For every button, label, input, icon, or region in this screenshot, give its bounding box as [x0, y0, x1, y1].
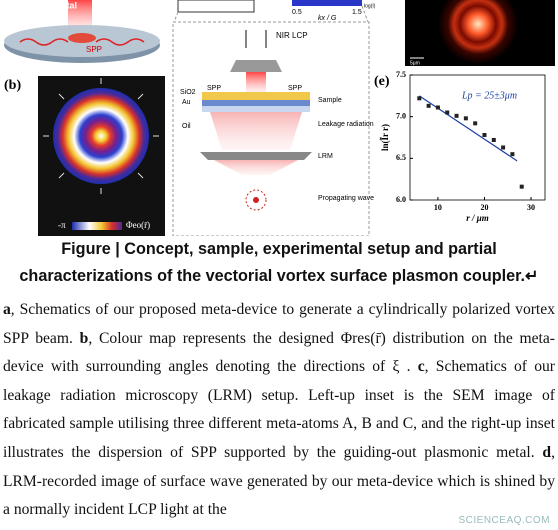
fit-line: [418, 95, 518, 162]
text-run: d: [542, 443, 552, 461]
y-tick-label: 7.5: [396, 70, 406, 79]
beam: [246, 72, 266, 92]
data-point: [445, 110, 450, 115]
x-axis-label: r / μm: [466, 213, 489, 223]
substrate: [202, 106, 310, 112]
label: Propagating wave: [318, 195, 374, 202]
label: SPP: [86, 45, 102, 54]
input-arrows: [245, 30, 267, 48]
text-run: , LRM-recorded image of surface wave gen…: [3, 443, 555, 519]
label: SPP: [207, 85, 221, 92]
text-run: , Schematics of our leakage radiation mi…: [3, 358, 555, 461]
label: NIR LCP: [276, 31, 308, 40]
data-point: [426, 103, 431, 108]
y-tick-label: 7.0: [396, 111, 406, 120]
data-point: [482, 133, 487, 137]
figure-description: a, Schematics of our proposed meta-devic…: [3, 296, 555, 530]
data-point: [454, 113, 459, 118]
text-run: b: [79, 329, 89, 347]
scale-label: 5μm: [410, 60, 420, 66]
x-tick-label: 10: [434, 203, 442, 212]
data-point: [501, 145, 506, 150]
inset-tick: 0.5: [292, 9, 302, 16]
annotation: Lp = 25±3μm: [461, 90, 517, 101]
connector: [361, 5, 369, 23]
plot-frame: [409, 74, 546, 201]
label: SiO2: [180, 89, 196, 96]
wave-center: [253, 197, 259, 203]
text-run: c: [417, 358, 425, 376]
propagating-wave: [245, 189, 267, 211]
x-tick-label: 20: [480, 203, 488, 212]
inset-scale: log(I): [364, 3, 376, 9]
colorbar-label: Φeo(r̄): [126, 220, 150, 230]
y-tick-label: 6.5: [396, 153, 406, 162]
leakage-radiation: [210, 112, 302, 150]
label: Oil: [182, 123, 191, 130]
meta-device: [68, 33, 96, 43]
colorbar: [72, 222, 122, 230]
data-point: [510, 152, 515, 157]
laser-beam: [68, 0, 92, 30]
inset-tick: 1.5: [352, 9, 362, 16]
data-point: [463, 116, 468, 121]
text-run: , Schematics of our proposed meta-device…: [3, 301, 555, 347]
text-run: , Colour map represents the designed Φre…: [3, 329, 555, 376]
data-point: [519, 184, 524, 189]
leakage-beam: [214, 160, 298, 175]
panel-e: (e) 6.0 6.5 7.0 7.5 10 20 30 r / μm ln(Ĩr r) Lp = …: [374, 70, 546, 223]
label: Sample: [318, 97, 342, 104]
text-run: a: [3, 301, 11, 318]
panel-c: 0.5 1.5 kx / G log(I) NIR LCP SiO2 Au SP…: [172, 0, 376, 236]
lrm-lens: [200, 152, 312, 160]
sem-inset: [177, 0, 255, 13]
panel-label: (b): [4, 78, 21, 93]
label: LRM: [318, 153, 333, 160]
objective: [230, 60, 282, 72]
y-tick-label: 6.0: [396, 195, 406, 204]
label: Meta-device: [92, 2, 144, 12]
panel-d: 5μm: [405, 0, 555, 66]
figure-caption: Figure | Concept, sample, experimental s…: [19, 240, 539, 285]
x-tick-label: 30: [527, 203, 535, 212]
connector: [173, 11, 179, 23]
angle-arrows: [43, 78, 159, 194]
data-point: [491, 138, 496, 142]
data-point: [473, 121, 478, 126]
label: SPP: [288, 85, 302, 92]
panel-a: Plasmonic metal Meta-device SPP: [0, 0, 165, 68]
label: Leakage radiation: [318, 121, 374, 128]
setup-frame: [172, 21, 370, 236]
inset-axis: kx / G: [318, 15, 337, 22]
label: Au: [182, 99, 191, 106]
sio2-layer: [202, 92, 310, 100]
panel-b: (b) -π Φeo(r̄): [4, 76, 165, 236]
panel-label: (e): [374, 74, 390, 89]
au-layer: [202, 100, 310, 106]
watermark: SCIENCEAQ.COM: [458, 515, 550, 526]
dispersion-inset: [292, 0, 362, 6]
spp-wave: [19, 38, 145, 46]
figure: Plasmonic metal Meta-device SPP (b) -π Φ…: [0, 0, 555, 236]
y-axis-label: ln(Ĩr r): [380, 124, 390, 151]
data-point: [435, 105, 440, 110]
data-point: [417, 96, 422, 101]
phase-map: [53, 88, 149, 184]
colorbar-label: -π: [58, 220, 66, 230]
label: Plasmonic metal: [6, 0, 77, 10]
lrm-image: [438, 0, 518, 64]
